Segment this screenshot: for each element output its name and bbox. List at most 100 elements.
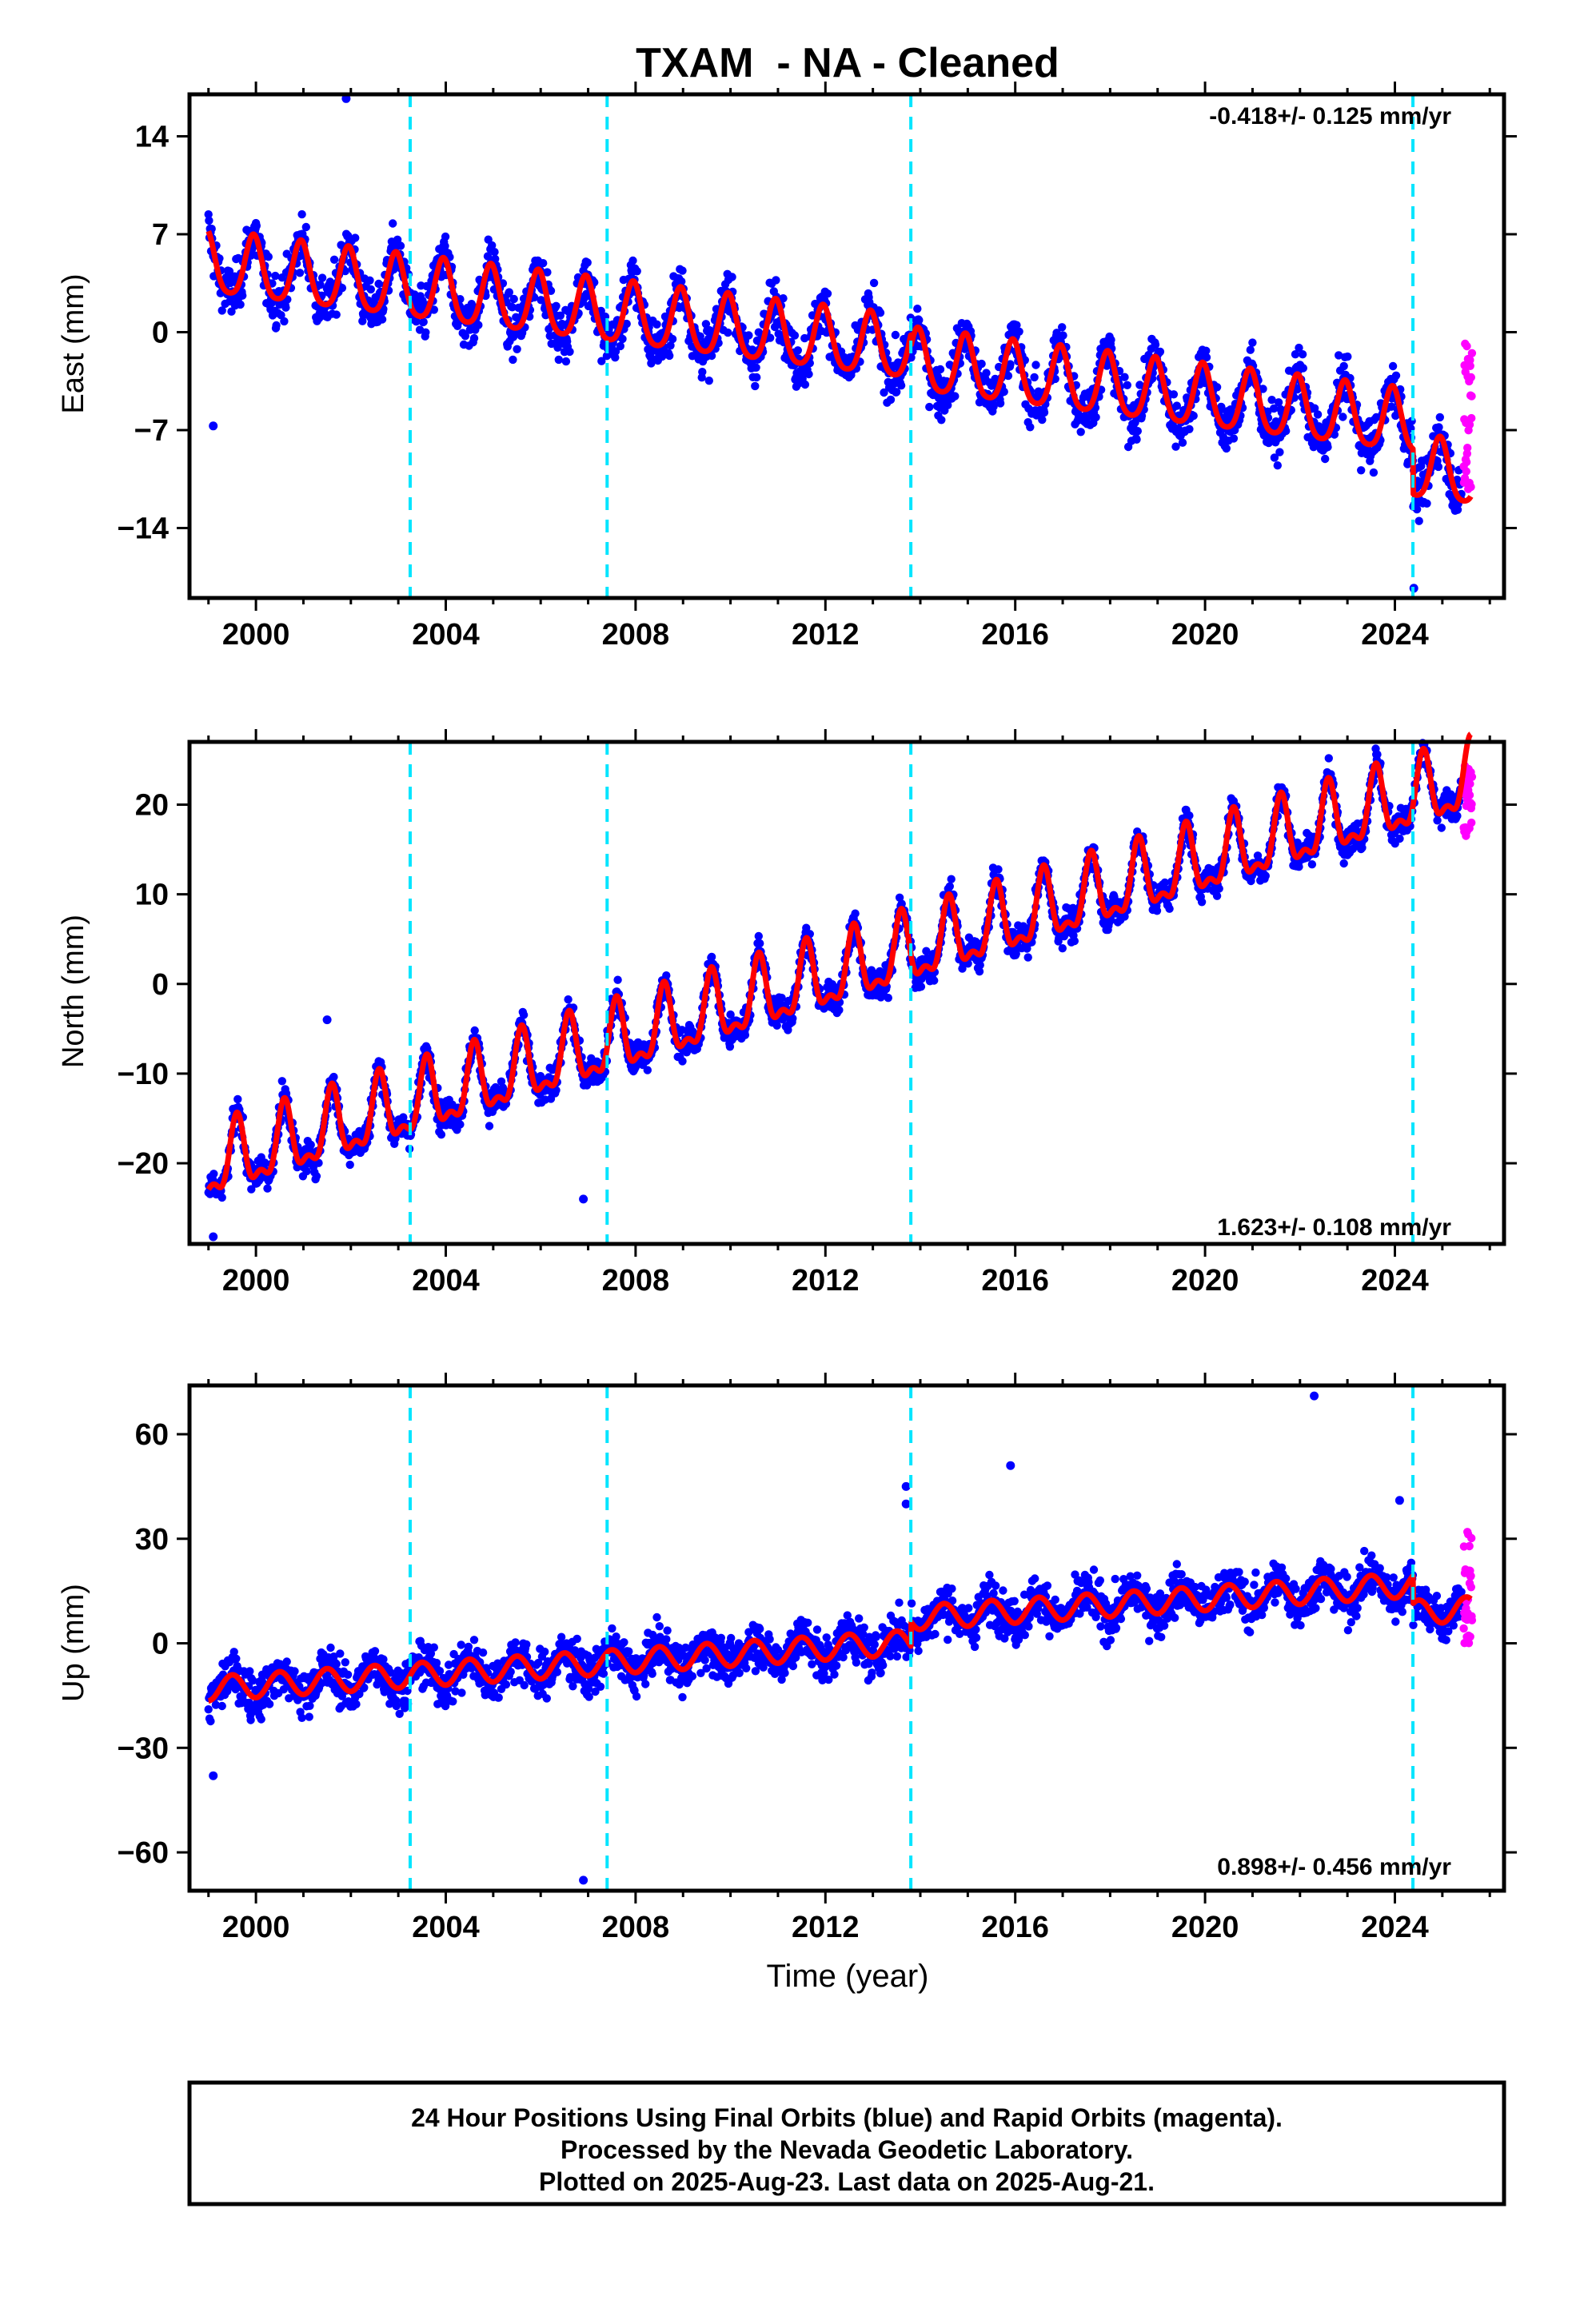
final-orbit-point [1024,953,1032,961]
final-orbit-point [564,995,572,1003]
final-orbit-point [1340,859,1348,867]
final-orbit-point [330,256,338,264]
final-orbit-point [1325,754,1333,762]
final-orbit-point [1026,423,1034,431]
final-orbit-point [313,1172,321,1180]
final-orbit-point [665,352,673,360]
final-orbit-point [1185,811,1193,819]
outlier-point [579,1194,588,1203]
x-tick-label: 2008 [602,618,670,652]
rapid-orbit-point [1467,819,1475,827]
final-orbit-point [996,399,1004,407]
final-orbit-point [887,396,895,404]
final-orbit-point [752,373,760,381]
final-orbit-point [751,382,759,390]
final-orbit-point [1262,871,1270,879]
final-orbit-point [238,292,246,300]
final-orbit-point [280,317,288,325]
final-orbit-point [917,983,925,991]
final-orbit-point [1299,350,1307,358]
final-orbit-point [794,346,802,354]
final-orbit-point [441,233,449,241]
final-orbit-point [1213,383,1221,391]
final-orbit-point [1120,373,1128,381]
final-orbit-point [1015,328,1023,336]
final-orbit-point [756,939,764,947]
final-orbit-point [474,321,482,329]
final-orbit-point [652,321,660,329]
final-orbit-point [1357,466,1365,474]
final-orbit-point [562,357,570,365]
final-orbit-point [378,315,386,323]
final-orbit-point [1170,390,1178,398]
final-orbit-point [1153,907,1161,915]
final-orbit-point [1358,843,1366,851]
y-tick-label: −14 [118,512,169,546]
final-orbit-point [977,360,985,368]
final-orbit-point [302,1167,310,1175]
final-orbit-point [937,416,945,424]
final-orbit-point [678,1057,686,1065]
final-orbit-point [728,273,736,281]
final-orbit-point [329,1073,337,1081]
x-tick-label: 2024 [1361,618,1429,652]
final-orbit-point [705,377,713,385]
final-orbit-point [1040,409,1048,417]
final-orbit-point [897,381,905,389]
final-orbit-point [851,910,859,918]
final-orbit-point [365,277,373,285]
final-orbit-point [628,257,636,265]
outlier-point [209,421,217,430]
final-orbit-point [1373,751,1381,759]
final-orbit-point [632,1063,640,1071]
final-orbit-point [1415,517,1423,525]
final-orbit-point [456,1120,464,1128]
final-orbit-point [876,309,884,317]
north-axis-label: North (mm) [57,915,90,1068]
final-orbit-point [351,233,359,241]
final-orbit-point [333,310,341,318]
final-orbit-point [1179,439,1187,447]
final-orbit-point [505,288,513,296]
final-orbit-point [281,304,289,312]
east-rate-label: -0.418+/- 0.125 mm/yr [1209,103,1451,130]
figure-title: TXAM - NA - Cleaned [636,40,1059,86]
rapid-orbit-point [1462,342,1470,350]
final-orbit-point [824,289,832,297]
final-orbit-point [513,345,521,353]
final-orbit-point [1223,444,1231,452]
x-tick-label: 2012 [792,618,860,652]
rapid-orbit-point [1467,414,1475,422]
model-fit-curve [209,231,1471,500]
rapid-orbit-point [1467,373,1475,381]
final-orbit-point [708,953,716,961]
rapid-orbit-point [1463,444,1471,452]
final-orbit-point [1389,362,1397,370]
rapid-orbit-point [1466,362,1474,370]
final-orbit-point [1165,905,1173,913]
final-orbit-point [678,266,686,274]
final-orbit-point [724,329,732,337]
final-orbit-point [1392,372,1400,380]
east-axis-label: East (mm) [57,273,90,413]
final-orbit-point [1323,443,1331,451]
final-orbit-point [1422,500,1430,508]
final-orbit-point [884,994,892,1002]
final-orbit-point [565,348,573,356]
final-orbit-point [1299,364,1307,372]
final-orbit-point [1230,434,1238,442]
final-orbit-point [555,356,563,364]
final-orbit-point [668,335,676,343]
final-orbit-point [1123,381,1131,389]
final-orbit-point [1031,361,1039,369]
final-orbit-point [209,1170,217,1178]
final-orbit-point [772,276,780,284]
outlier-point [323,1015,332,1024]
plot-frame [190,94,1504,598]
final-orbit-point [1340,362,1348,370]
final-orbit-point [752,364,760,372]
final-orbit-point [976,961,984,969]
final-orbit-point [437,1130,445,1138]
final-orbit-point [744,331,752,339]
final-orbit-point [471,1026,479,1034]
